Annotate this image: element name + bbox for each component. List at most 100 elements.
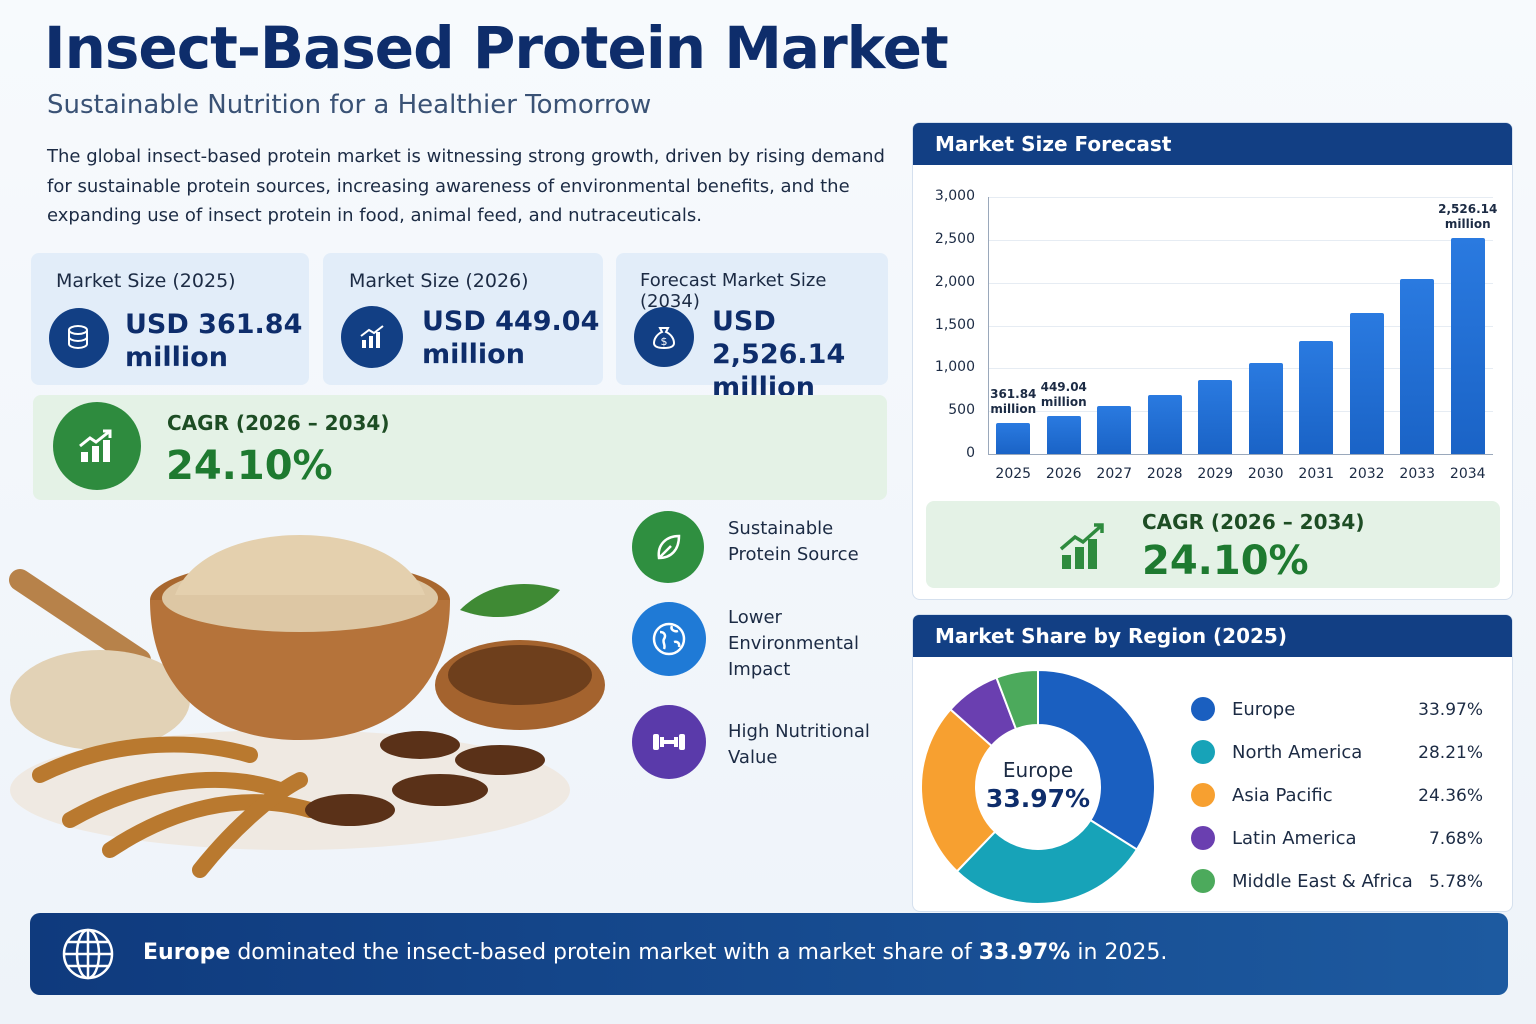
bar xyxy=(1198,380,1233,454)
x-tick-label: 2031 xyxy=(1298,466,1335,482)
value-label: 361.84 million xyxy=(990,387,1037,416)
legend-value: 5.78% xyxy=(1429,872,1483,892)
bar xyxy=(1450,237,1485,454)
legend-swatch xyxy=(1191,740,1215,764)
kpi-card: Forecast Market Size (2034) $ USD 2,526.… xyxy=(616,253,888,403)
y-axis xyxy=(988,197,989,454)
donut-slice xyxy=(955,818,1139,905)
x-tick-label: 2025 xyxy=(995,466,1032,482)
legend-value: 7.68% xyxy=(1429,829,1483,849)
cagr-label: CAGR (2026 – 2034) xyxy=(167,411,390,435)
x-tick-label: 2032 xyxy=(1348,466,1385,482)
kpi-value: USD 361.84 million xyxy=(125,309,303,373)
description: The global insect-based protein market i… xyxy=(47,146,885,226)
y-tick-label: 1,500 xyxy=(934,316,975,333)
y-tick-label: 1,000 xyxy=(934,359,975,376)
bar xyxy=(1248,362,1283,454)
bar xyxy=(996,423,1031,454)
x-tick-label: 2027 xyxy=(1096,466,1133,482)
icon xyxy=(49,308,109,368)
grid-line xyxy=(988,197,1493,198)
subtitle: Sustainable Nutrition for a Healthier To… xyxy=(47,90,652,120)
icon xyxy=(1059,523,1104,569)
grid-line xyxy=(988,325,1493,327)
chart-title: Market Size Forecast xyxy=(913,123,1512,165)
kpi-card: Market Size (2025) USD 361.84 million xyxy=(31,253,309,385)
legend-value: 28.21% xyxy=(1418,743,1483,763)
icon xyxy=(632,705,706,779)
feature-label: High Nutritional Value xyxy=(728,721,870,768)
x-tick-label: 2033 xyxy=(1399,466,1436,482)
grid-line xyxy=(988,368,1493,370)
x-tick-label: 2028 xyxy=(1146,466,1183,482)
bar xyxy=(1299,340,1334,454)
footer-banner: Europe dominated the insect-based protei… xyxy=(30,913,1508,995)
icon xyxy=(632,602,706,676)
legend-value: 24.36% xyxy=(1418,786,1483,806)
bar xyxy=(1046,415,1081,454)
cagr-box: CAGR (2026 – 2034) 24.10% xyxy=(926,501,1500,588)
legend-value: 33.97% xyxy=(1418,700,1483,720)
donut-chart: Europe 33.97%North America 28.21%Asia Paci… xyxy=(920,668,1483,905)
legend-label: Latin America xyxy=(1232,828,1357,849)
x-tick-label: 2026 xyxy=(1045,466,1082,482)
x-axis xyxy=(988,454,1493,455)
kpi-label: Forecast Market Size (2034) xyxy=(640,270,827,312)
icon xyxy=(62,928,114,980)
y-tick-label: 0 xyxy=(966,445,975,461)
footer-text-part: in 2025. xyxy=(1070,940,1168,965)
bar-chart-panel: Market Size Forecast CAGR (2026 – 2034) … xyxy=(912,122,1513,600)
footer-text: Europe dominated the insect-based protei… xyxy=(143,940,1167,965)
x-tick-label: 2034 xyxy=(1449,466,1486,482)
y-tick-label: 3,000 xyxy=(934,188,975,204)
svg-text:$: $ xyxy=(661,335,668,348)
donut-slice xyxy=(1037,668,1156,851)
cagr-box: CAGR (2026 – 2034) 24.10% xyxy=(33,395,887,500)
chart-title: Market Share by Region (2025) xyxy=(913,615,1512,657)
y-tick-label: 2,500 xyxy=(934,230,975,247)
kpi-value: USD 2,526.14 million xyxy=(712,306,846,403)
icon xyxy=(341,306,403,368)
kpi-value: USD 449.04 million xyxy=(422,306,600,370)
legend-label: Europe xyxy=(1232,699,1295,720)
cagr-value: 24.10% xyxy=(166,443,333,489)
bar xyxy=(1400,279,1435,454)
icon xyxy=(632,511,704,583)
value-label: 449.04 million xyxy=(1040,379,1087,409)
kpi-card: Market Size (2026) USD 449.04 million xyxy=(323,253,603,385)
y-tick-label: 2,000 xyxy=(934,273,975,290)
grid-line xyxy=(988,411,1493,413)
value-label: 2,526.14 million xyxy=(1438,201,1498,231)
legend-label: Asia Pacific xyxy=(1232,785,1333,806)
legend-label: North America xyxy=(1232,742,1362,763)
icon xyxy=(53,402,141,490)
footer-text-part: dominated the insect-based protein marke… xyxy=(230,940,979,965)
donut-slice xyxy=(920,707,997,873)
footer-highlight: 33.97% xyxy=(978,940,1071,965)
title: Insect-Based Protein Market xyxy=(44,14,949,82)
donut-center-label: Europe xyxy=(1002,758,1074,782)
y-tick-label: 500 xyxy=(948,402,975,419)
donut-center-value: 33.97% xyxy=(985,784,1091,813)
bar xyxy=(1097,406,1132,454)
legend-swatch xyxy=(1191,697,1215,721)
legend-swatch xyxy=(1191,826,1215,850)
cagr-value: 24.10% xyxy=(1142,538,1309,584)
kpi-label: Market Size (2025) xyxy=(56,270,236,292)
cagr-label: CAGR (2026 – 2034) xyxy=(1142,510,1365,534)
x-tick-label: 2030 xyxy=(1247,466,1284,482)
product-illustration xyxy=(9,535,605,878)
bar xyxy=(1349,313,1384,454)
donut-slice xyxy=(995,668,1039,731)
kpi-label: Market Size (2026) xyxy=(349,270,529,292)
grid-line xyxy=(988,282,1493,284)
legend-swatch xyxy=(1191,869,1215,893)
legend-swatch xyxy=(1191,783,1215,807)
feature-label: Sustainable Protein Source xyxy=(728,518,859,565)
feature-label: Lower Environmental Impact xyxy=(728,607,859,680)
legend-label: Middle East & Africa xyxy=(1232,871,1413,892)
bar xyxy=(1147,394,1182,454)
icon: $ xyxy=(634,307,694,367)
x-tick-label: 2029 xyxy=(1197,466,1234,482)
